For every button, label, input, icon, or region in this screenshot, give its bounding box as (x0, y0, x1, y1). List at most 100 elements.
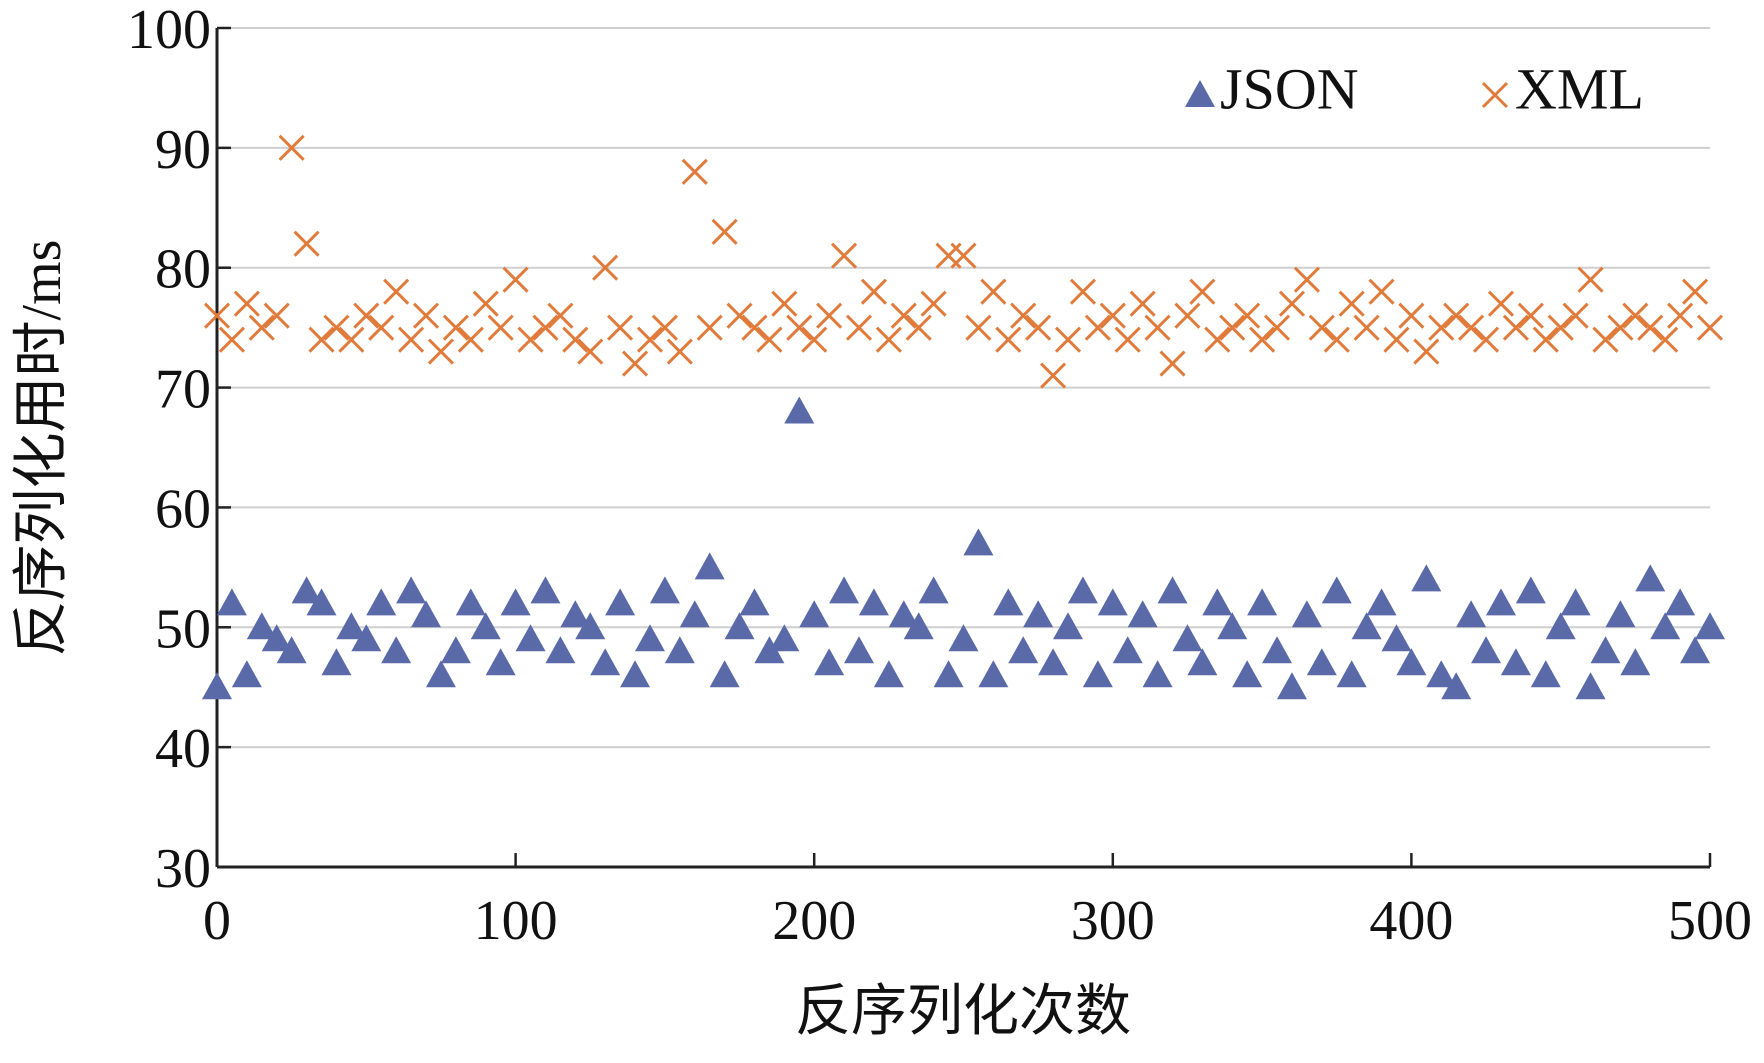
point (621, 350, 649, 377)
point (1500, 648, 1531, 676)
point (1038, 648, 1069, 676)
point (306, 588, 337, 616)
point (1217, 612, 1248, 640)
point (472, 290, 499, 317)
point (1620, 648, 1651, 676)
point (1471, 636, 1502, 664)
point (829, 576, 860, 604)
point (577, 338, 604, 365)
point (1291, 600, 1322, 628)
point (1547, 314, 1574, 341)
point (545, 636, 576, 664)
point (1472, 326, 1500, 353)
point (1129, 290, 1156, 317)
y-tick-label: 100 (127, 0, 211, 61)
point (590, 648, 621, 676)
x-axis-title: 反序列化次数 (795, 981, 1131, 1043)
point (440, 636, 471, 664)
point (1458, 314, 1485, 341)
point (709, 660, 740, 688)
point (278, 134, 305, 161)
point (965, 314, 992, 341)
y-tick-label: 80 (155, 239, 211, 301)
point (338, 326, 365, 353)
point (308, 326, 335, 353)
point (1338, 290, 1365, 317)
point (801, 326, 828, 353)
point (293, 230, 320, 257)
point (202, 672, 232, 700)
point (948, 624, 979, 652)
point (1562, 302, 1589, 329)
point (398, 326, 425, 353)
point (1353, 314, 1380, 341)
point (1247, 588, 1278, 616)
point (1306, 648, 1337, 676)
point (607, 314, 634, 341)
legend-label: XML (1515, 56, 1644, 121)
point (1575, 672, 1606, 700)
point (411, 600, 442, 628)
y-tick-label: 50 (155, 598, 211, 660)
x-tick-label: 100 (474, 890, 558, 952)
point (517, 326, 544, 353)
point (1336, 660, 1367, 688)
point (592, 254, 619, 281)
point (605, 588, 636, 616)
point (1142, 660, 1173, 688)
point (427, 338, 455, 365)
point (1396, 648, 1427, 676)
point (978, 660, 1009, 688)
point (786, 314, 813, 341)
point (830, 242, 858, 269)
point (995, 326, 1022, 353)
point (1172, 624, 1203, 652)
point (353, 302, 380, 329)
point (651, 314, 678, 341)
point (263, 302, 290, 329)
point (1084, 314, 1111, 341)
point (860, 278, 887, 305)
point (216, 588, 247, 616)
point (1560, 588, 1591, 616)
point (1426, 660, 1457, 688)
y-tick-label: 30 (155, 838, 211, 900)
point (858, 588, 889, 616)
point (1112, 636, 1143, 664)
point (383, 278, 410, 305)
point (890, 302, 917, 329)
point (739, 588, 770, 616)
point (1695, 612, 1725, 640)
point (381, 636, 412, 664)
point (500, 588, 531, 616)
point (1174, 302, 1201, 329)
point (816, 302, 843, 329)
x-tick-label: 400 (1369, 890, 1453, 952)
point (1099, 302, 1126, 329)
point (470, 612, 501, 640)
point (1114, 326, 1141, 353)
x-tick-label: 500 (1668, 890, 1752, 952)
point (1398, 302, 1425, 329)
point (1605, 600, 1636, 628)
point (681, 158, 708, 185)
point (1368, 278, 1395, 305)
point (903, 612, 934, 640)
point (1515, 576, 1546, 604)
point (963, 528, 994, 556)
point (1696, 314, 1724, 341)
point (694, 552, 725, 580)
point (696, 314, 723, 341)
point (246, 612, 277, 640)
point (396, 576, 427, 604)
point (920, 290, 947, 317)
point (1487, 290, 1515, 317)
point (1202, 588, 1233, 616)
point (368, 314, 395, 341)
point (1040, 362, 1067, 389)
point (741, 314, 768, 341)
point (1323, 326, 1350, 353)
point (905, 314, 932, 341)
point (218, 326, 245, 353)
